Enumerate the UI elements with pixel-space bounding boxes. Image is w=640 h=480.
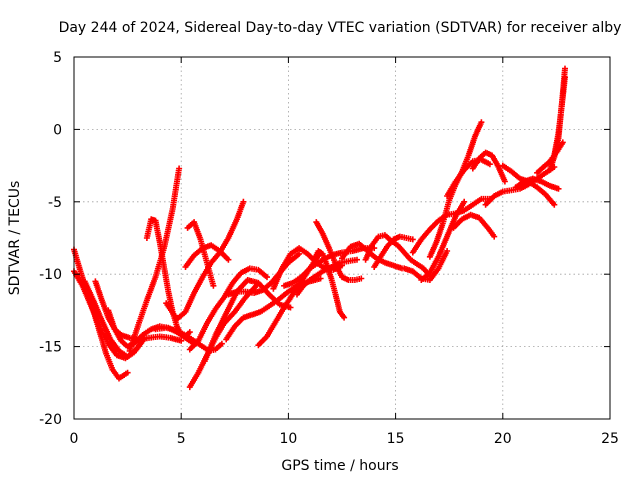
series-arc-35 [512, 175, 562, 192]
series-arc-26 [401, 248, 451, 283]
data-point-markers [551, 74, 568, 159]
series-arc-28 [409, 195, 493, 256]
y-tick-label: -15 [39, 340, 62, 356]
grid-lines [74, 57, 610, 419]
series-arc-31 [450, 211, 498, 240]
data-point-markers [371, 233, 416, 270]
chart-title: Day 244 of 2024, Sidereal Day-to-day VTE… [59, 20, 622, 36]
x-tick-label: 15 [387, 431, 405, 447]
data-points [71, 65, 568, 391]
data-point-markers [512, 175, 562, 192]
data-point-markers [311, 248, 348, 321]
y-tick-label: -5 [48, 195, 62, 211]
series-arc-21 [311, 248, 348, 321]
y-tick-label: 0 [53, 122, 62, 138]
data-point-markers [81, 278, 148, 360]
y-axis-label: SDTVAR / TECUs [7, 181, 23, 296]
tick-labels: 0 5 10 15 20 25 -20 -15 -10 -5 0 5 [39, 50, 619, 447]
data-point-markers [401, 248, 451, 283]
data-point-markers [409, 195, 493, 256]
y-tick-label: -10 [39, 267, 62, 283]
series-arc-32 [469, 149, 508, 185]
x-tick-label: 5 [177, 431, 186, 447]
plot-frame [73, 56, 611, 420]
data-point-markers [450, 211, 498, 240]
y-tick-label: 5 [53, 50, 62, 66]
data-point-markers [184, 219, 217, 289]
x-tick-label: 10 [279, 431, 297, 447]
series-arc-38 [551, 74, 568, 159]
data-point-markers [186, 265, 270, 353]
series-arc-22 [313, 219, 365, 283]
x-axis-label: GPS time / hours [281, 458, 398, 474]
x-tick-label: 20 [494, 431, 512, 447]
y-tick-label: -20 [39, 412, 62, 428]
series-arc-3 [81, 278, 148, 360]
series-arc-25 [371, 233, 416, 270]
series-arc-10 [163, 198, 247, 323]
x-tick-label: 0 [70, 431, 79, 447]
data-point-markers [163, 198, 247, 323]
axis-ticks [73, 56, 611, 420]
x-tick-label: 25 [601, 431, 619, 447]
series-arc-12 [184, 219, 217, 289]
series-arc-11 [186, 265, 270, 353]
data-point-markers [313, 219, 365, 283]
data-point-markers [469, 149, 508, 185]
